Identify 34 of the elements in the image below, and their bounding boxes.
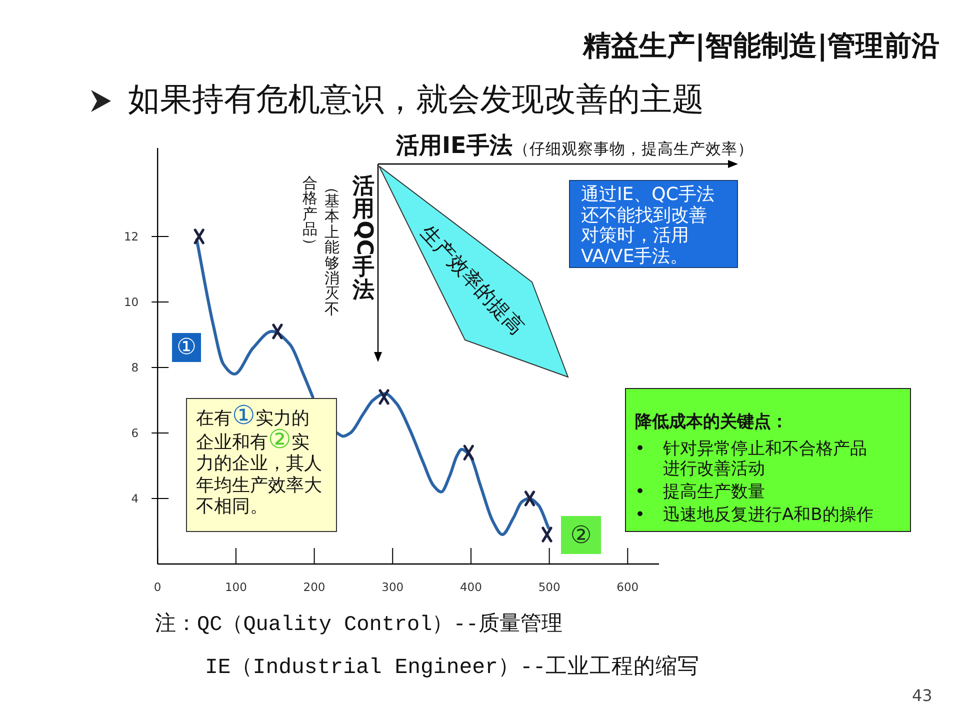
y-tick-label: 4 xyxy=(131,491,139,506)
annotation: • 迅速地反复进行A和B的操作 xyxy=(635,505,874,525)
annotation: 活用QC手法 xyxy=(350,174,377,303)
text: IE（Industrial Engineer）--工业工程的缩写 xyxy=(205,654,700,680)
annotation: ① xyxy=(172,333,201,362)
x-tick-label: 100 xyxy=(224,580,247,594)
line-series xyxy=(195,238,314,398)
annotation: 降低成本的关键点： xyxy=(635,411,789,433)
chart-title: 如果持有危机意识，就会发现改善的主题 xyxy=(128,79,704,120)
annotation: 生产效率的提高 xyxy=(414,220,530,340)
annotation: 通过IE、QC手法还不能找到改善对策时，活用VA/VE手法。 xyxy=(569,180,738,268)
annotation: 合格产品） xyxy=(300,174,321,253)
x-tick-label: 400 xyxy=(460,580,482,594)
text: 精益生产|智能制造|管理前沿 xyxy=(583,28,940,64)
y-tick-label: 8 xyxy=(131,360,139,374)
y-tick-label: 10 xyxy=(124,294,139,309)
x-tick-label: 0 xyxy=(154,580,162,594)
x-tick-label: 600 xyxy=(616,580,639,594)
annotation: （仔细观察事物，提高生产效率） xyxy=(513,139,754,160)
x-tick-label: 300 xyxy=(382,580,404,594)
annotation: • 针对异常停止和不合格产品进行改善活动 xyxy=(635,439,867,479)
annotation: • 提高生产数量 xyxy=(635,482,765,502)
y-tick-label: 6 xyxy=(131,426,139,440)
text: 在有①实力的企业和有②实力的企业，其人年均生产效率大不相同。 xyxy=(196,401,322,517)
line-series xyxy=(336,392,550,536)
text: 43 xyxy=(912,686,932,705)
annotation: 活用IE手法 xyxy=(396,132,512,161)
text: （基本上能够消灭不 xyxy=(324,179,342,318)
text: 注：QC（Quality Control）--质量管理 xyxy=(155,611,562,637)
point xyxy=(524,490,536,506)
y-tick-label: 12 xyxy=(124,229,139,244)
x-tick-label: 500 xyxy=(538,580,560,594)
x-tick-label: 200 xyxy=(303,580,326,594)
annotation: ② xyxy=(561,516,601,554)
